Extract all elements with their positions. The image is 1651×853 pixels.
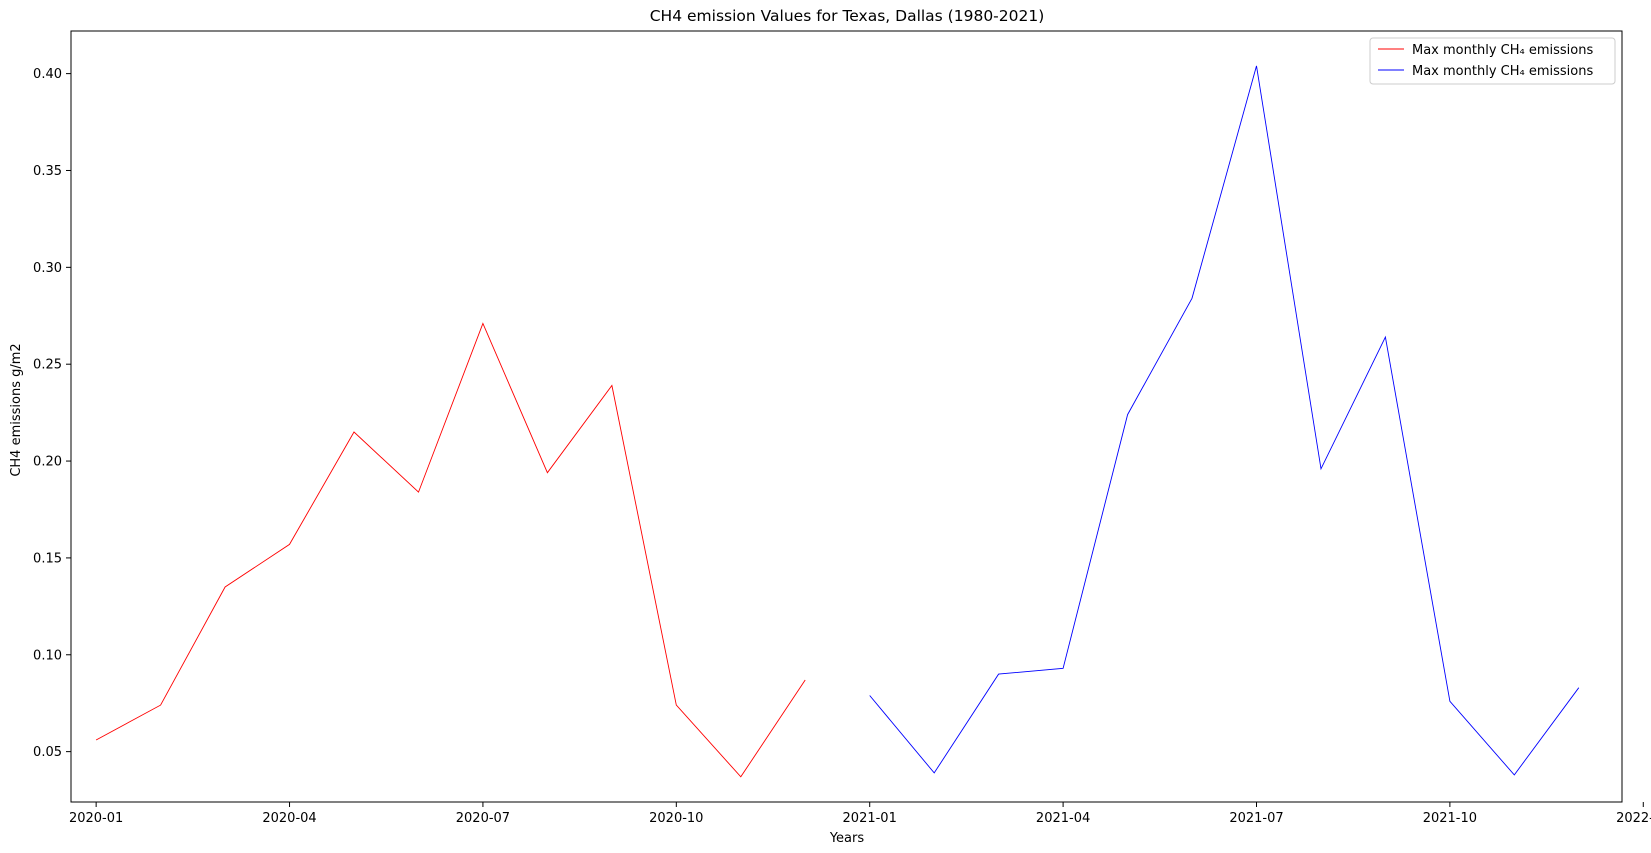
- x-tick-label: 2020-10: [649, 811, 703, 826]
- x-tick-label: 2021-10: [1423, 811, 1477, 826]
- plot-area-frame: [70, 30, 1623, 803]
- y-axis-title: CH4 emissions g/m2: [9, 343, 24, 476]
- legend: Max monthly CH₄ emissions Max monthly CH…: [1369, 37, 1616, 85]
- y-tick-label: 0.10: [33, 648, 62, 663]
- y-tick-label: 0.25: [33, 358, 62, 373]
- chart-title: CH4 emission Values for Texas, Dallas (1…: [650, 7, 1045, 25]
- series-line-2: [869, 65, 1580, 776]
- y-tick-label: 0.40: [33, 67, 62, 82]
- legend-label-series-1: Max monthly CH₄ emissions: [1412, 43, 1593, 58]
- y-tick-label: 0.15: [33, 551, 62, 566]
- x-tick-label: 2020-07: [456, 811, 510, 826]
- y-tick-label: 0.35: [33, 164, 62, 179]
- y-tick-label: 0.30: [33, 261, 62, 276]
- x-tick-label: 2021-07: [1229, 811, 1283, 826]
- x-tick-label: 2021-01: [843, 811, 897, 826]
- x-tick-label: 2022-01: [1616, 811, 1651, 826]
- legend-box: [1369, 37, 1616, 85]
- x-axis-ticks: 2020-01 2020-04 2020-07 2020-10 2021-01 2021-…: [69, 802, 1651, 826]
- series-group: [95, 65, 1580, 778]
- legend-label-series-2: Max monthly CH₄ emissions: [1412, 64, 1593, 79]
- y-tick-label: 0.05: [33, 745, 62, 760]
- series-line-1: [95, 322, 806, 778]
- x-axis-title: Years: [829, 831, 865, 846]
- y-tick-label: 0.20: [33, 455, 62, 470]
- x-tick-label: 2021-04: [1036, 811, 1090, 826]
- x-tick-label: 2020-04: [262, 811, 316, 826]
- y-axis-ticks: 0.05 0.10 0.15 0.20 0.25 0.30 0.35 0.40: [33, 67, 71, 760]
- x-tick-label: 2020-01: [69, 811, 123, 826]
